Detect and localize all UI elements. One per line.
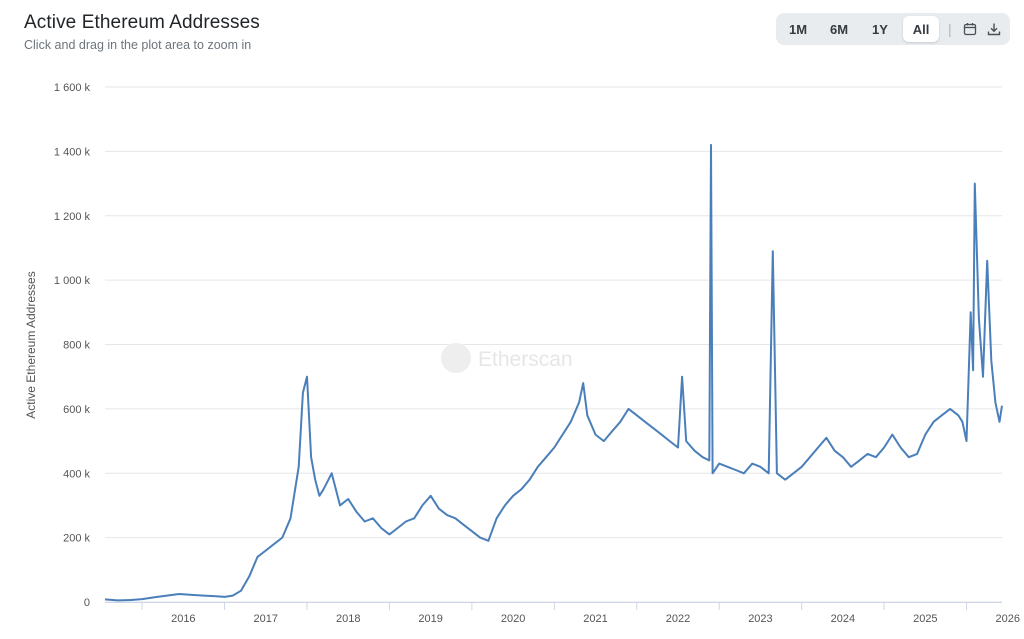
y-tick-label: 1 600 k xyxy=(54,82,91,94)
watermark-text: Etherscan xyxy=(478,348,573,371)
x-tick-label: 2025 xyxy=(913,613,937,625)
calendar-button[interactable] xyxy=(958,16,982,42)
toolbar-separator: | xyxy=(948,21,952,37)
y-axis-title: Active Ethereum Addresses xyxy=(24,271,38,418)
chart-header: Active Ethereum Addresses Click and drag… xyxy=(24,12,260,52)
y-tick-label: 800 k xyxy=(63,340,90,352)
range-toolbar: 1M 6M 1Y All | xyxy=(776,13,1010,45)
y-tick-label: 400 k xyxy=(63,468,90,480)
range-button-1m[interactable]: 1M xyxy=(780,16,816,42)
x-tick-label: 2023 xyxy=(748,613,772,625)
y-tick-label: 1 400 k xyxy=(54,146,91,158)
range-button-all[interactable]: All xyxy=(903,16,939,42)
grid-layer xyxy=(105,86,1002,603)
download-button[interactable] xyxy=(982,16,1006,42)
chart-subtitle: Click and drag in the plot area to zoom … xyxy=(24,38,252,52)
x-tick-label: 2019 xyxy=(418,613,442,625)
x-axis: 2016 2017 2018 2019 2020 2021 2022 2023 2024 2025… xyxy=(105,602,1020,625)
calendar-icon xyxy=(963,23,976,36)
y-tick-label: 200 k xyxy=(63,533,90,545)
range-button-1y[interactable]: 1Y xyxy=(862,16,898,42)
series-layer xyxy=(104,143,1003,602)
etherscan-logo-icon xyxy=(441,343,471,373)
watermark: Etherscan xyxy=(441,343,573,373)
y-axis: 0 200 k 400 k 600 k 800 k 1 000 k 1 200 k 1 400… xyxy=(54,82,91,609)
range-button-6m[interactable]: 6M xyxy=(821,16,857,42)
x-tick-label: 2017 xyxy=(254,613,278,625)
y-tick-label: 1 000 k xyxy=(54,275,91,287)
x-tick-label: 2020 xyxy=(501,613,525,625)
chart-title: Active Ethereum Addresses xyxy=(24,12,260,33)
x-tick-label: 2026 xyxy=(996,613,1020,625)
x-tick-label: 2018 xyxy=(336,613,360,625)
x-tick-label: 2016 xyxy=(171,613,195,625)
x-tick-label: 2021 xyxy=(583,613,607,625)
series-line xyxy=(104,143,1003,602)
x-tick-label: 2022 xyxy=(666,613,690,625)
y-tick-label: 0 xyxy=(84,597,90,609)
y-tick-label: 1 200 k xyxy=(54,211,91,223)
download-icon xyxy=(987,23,1001,36)
y-tick-label: 600 k xyxy=(63,404,90,416)
x-tick-label: 2024 xyxy=(831,613,855,625)
